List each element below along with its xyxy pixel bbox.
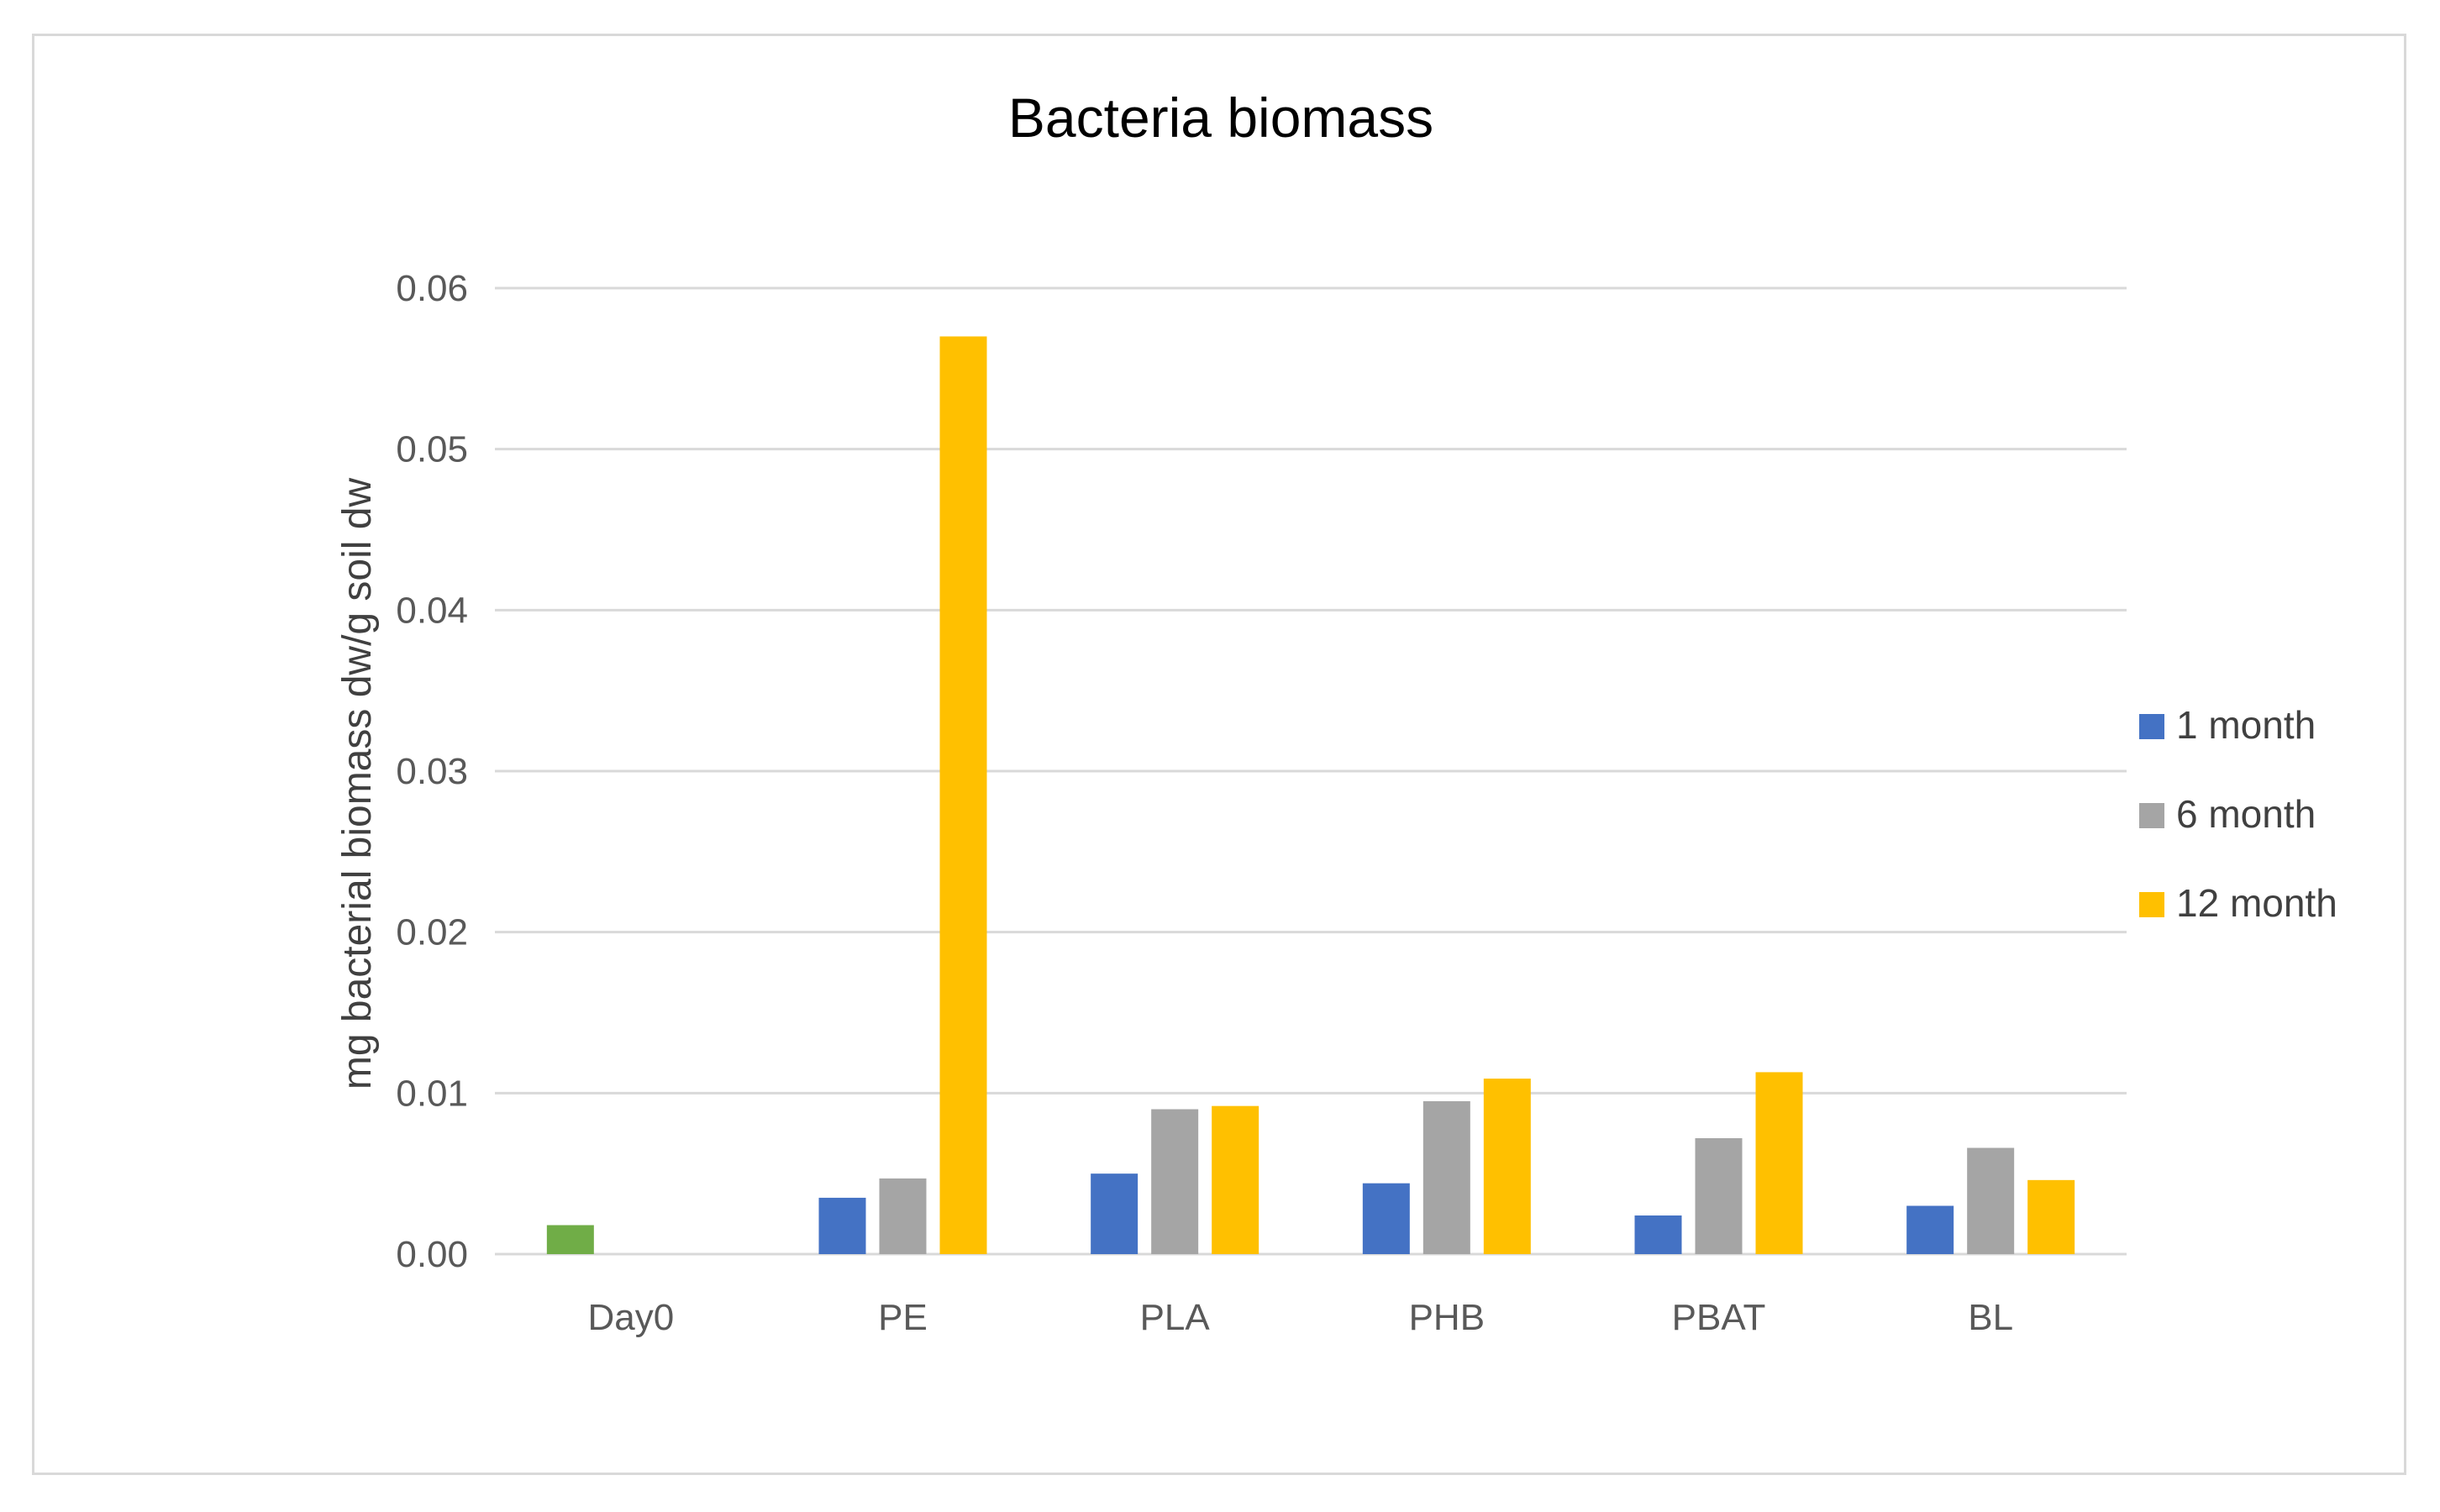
bar <box>1906 1205 1954 1254</box>
y-tick-label: 0.02 <box>396 912 468 953</box>
bar <box>1212 1105 1259 1254</box>
y-tick-labels: 0.00 0.01 0.02 0.03 0.04 0.05 0.06 <box>396 268 468 1275</box>
bar <box>1422 1100 1470 1254</box>
bar <box>1695 1138 1743 1254</box>
y-tick-label: 0.05 <box>396 429 468 470</box>
y-tick-label: 0.06 <box>396 268 468 309</box>
legend-swatch <box>2139 892 2164 917</box>
x-tick-label: PBAT <box>1672 1297 1766 1338</box>
bar <box>1151 1109 1199 1254</box>
bar-chart: Bacteria biomass 0.000.010.020.030.040.0… <box>335 87 2337 1338</box>
y-axis-title: mg bacterial biomass dw/g soil dw <box>335 478 380 1090</box>
y-tick-label: 0.00 <box>396 1234 468 1275</box>
bar <box>818 1197 866 1254</box>
bar <box>939 336 987 1254</box>
legend-swatch <box>2139 714 2164 739</box>
legend-label: 6 month <box>2176 792 2316 836</box>
legend-label: 1 month <box>2176 703 2316 747</box>
legend-swatch <box>2139 803 2164 828</box>
bars <box>546 336 2075 1254</box>
y-tick-label: 0.03 <box>396 751 468 792</box>
bar <box>1483 1079 1531 1254</box>
legend: 1 month 6 month 12 month <box>2139 703 2337 925</box>
x-tick-label: BL <box>1968 1297 2013 1338</box>
bar <box>1967 1147 2015 1254</box>
chart-title: Bacteria biomass <box>1008 87 1433 149</box>
x-tick-label: PE <box>878 1297 928 1338</box>
gridlines <box>495 286 2127 1256</box>
legend-label: 12 month <box>2176 881 2337 925</box>
bar <box>1362 1183 1410 1254</box>
x-tick-labels: Day0 PE PLA PHB PBAT BL <box>587 1297 2013 1338</box>
bar <box>1091 1173 1138 1254</box>
bar <box>546 1225 594 1254</box>
bar <box>1634 1215 1682 1254</box>
bar <box>2027 1179 2075 1254</box>
x-tick-label: PLA <box>1140 1297 1211 1338</box>
y-tick-label: 0.01 <box>396 1073 468 1114</box>
y-tick-label: 0.04 <box>396 590 468 631</box>
x-tick-label: Day0 <box>587 1297 674 1338</box>
chart-frame: Bacteria biomass 0.00 0.01 0.02 0.03 0.04 0.0… <box>32 34 2406 1475</box>
bar <box>1755 1072 1803 1254</box>
x-tick-label: PHB <box>1409 1297 1485 1338</box>
bar <box>879 1178 927 1254</box>
